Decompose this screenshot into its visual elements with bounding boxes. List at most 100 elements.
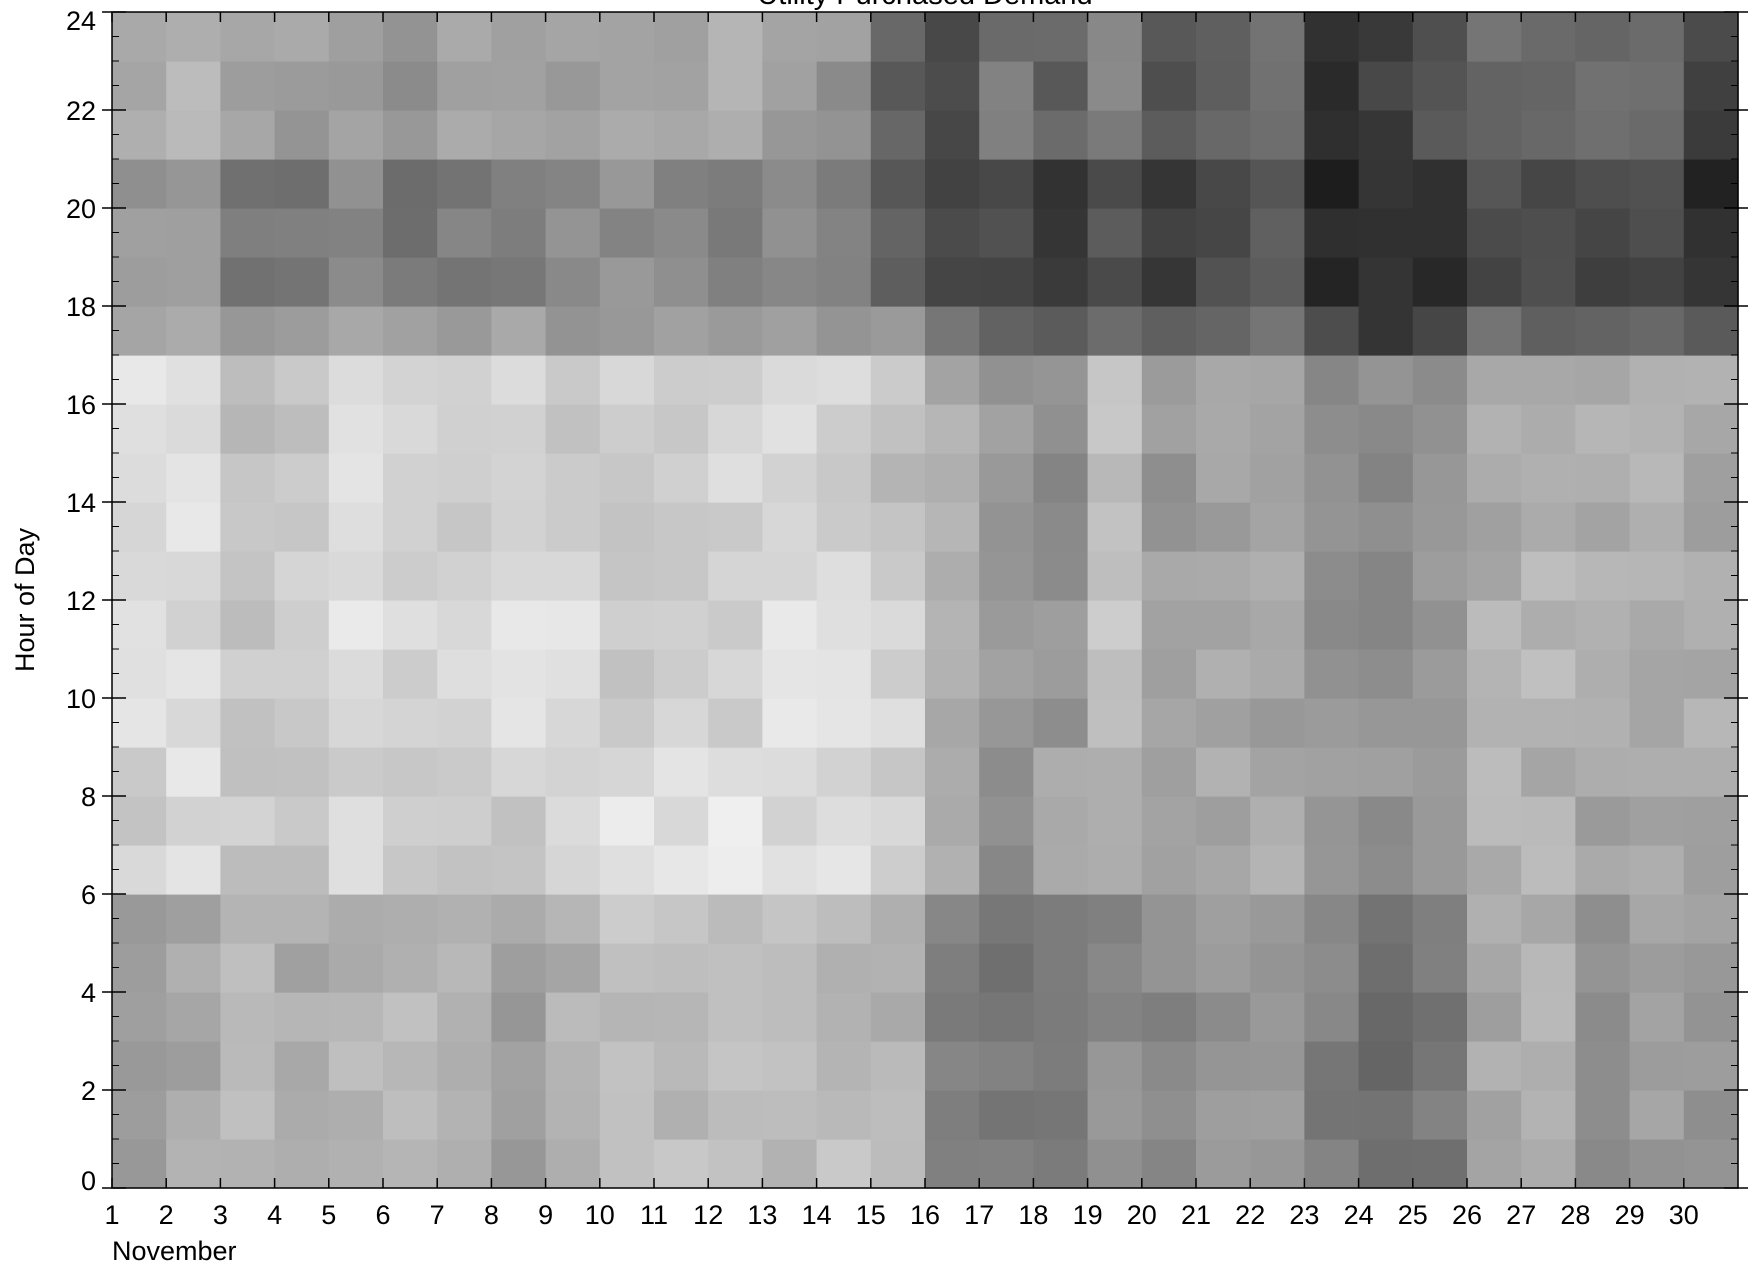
heatmap-cell (274, 894, 330, 944)
heatmap-cell (1250, 404, 1305, 454)
heatmap-cell (816, 208, 872, 258)
heatmap-cell (545, 600, 601, 650)
heatmap-cell (979, 159, 1034, 209)
heatmap-cell (274, 698, 330, 748)
heatmap-cell (1683, 12, 1739, 62)
heatmap-cell (1575, 1041, 1631, 1091)
heatmap-cell (925, 943, 980, 993)
heatmap-cell (1250, 159, 1305, 209)
heatmap-cell (1304, 894, 1360, 944)
y-tick-label: 8 (81, 782, 96, 812)
heatmap-cell (1141, 355, 1197, 405)
heatmap-cell (1683, 502, 1739, 552)
heatmap-cell (1250, 649, 1305, 699)
heatmap-cell (1358, 1139, 1414, 1189)
heatmap-cell (708, 698, 763, 748)
heatmap-cell (1575, 698, 1631, 748)
heatmap-cell (1250, 257, 1305, 307)
heatmap-cell (220, 1090, 276, 1140)
heatmap-cell (1521, 747, 1576, 797)
heatmap-cell (1683, 208, 1739, 258)
heatmap-cell (437, 404, 492, 454)
heatmap-cell (383, 1139, 438, 1189)
heatmap-cell (1304, 600, 1360, 650)
y-tick-label: 2 (81, 1076, 96, 1106)
heatmap-cell (979, 110, 1034, 160)
heatmap-cell (491, 1139, 547, 1189)
heatmap-cell (1629, 61, 1685, 111)
heatmap-cell (328, 1041, 384, 1091)
heatmap-cell (599, 796, 655, 846)
heatmap-cell (437, 1041, 492, 1091)
heatmap-cell (274, 306, 330, 356)
heatmap-cell (870, 943, 926, 993)
heatmap-cell (1629, 845, 1685, 895)
heatmap-cell (599, 355, 655, 405)
heatmap-cell (1683, 110, 1739, 160)
heatmap-cell (1412, 698, 1468, 748)
heatmap-cell (599, 1041, 655, 1091)
heatmap-cell (1683, 306, 1739, 356)
y-tick-label: 10 (66, 684, 96, 714)
heatmap-cell (1087, 306, 1143, 356)
heatmap-cell (1467, 845, 1522, 895)
x-tick-label: 10 (585, 1200, 615, 1230)
heatmap-cell (328, 306, 384, 356)
heatmap-cell (1358, 1090, 1414, 1140)
heatmap-cell (1467, 355, 1522, 405)
heatmap-cell (1196, 159, 1251, 209)
heatmap-cell (762, 1139, 818, 1189)
heatmap-cell (1250, 1041, 1305, 1091)
heatmap-cell (762, 845, 818, 895)
heatmap-cell (925, 845, 980, 895)
heatmap-cell (708, 110, 763, 160)
heatmap-cell (166, 649, 221, 699)
heatmap-cell (274, 551, 330, 601)
heatmap-cell (1304, 747, 1360, 797)
heatmap-cell (708, 61, 763, 111)
heatmap-cell (816, 61, 872, 111)
heatmap-cell (1304, 1139, 1360, 1189)
heatmap-cell (870, 355, 926, 405)
heatmap-cell (1196, 649, 1251, 699)
heatmap-cell (1629, 698, 1685, 748)
heatmap-cell (491, 796, 547, 846)
heatmap-cell (437, 306, 492, 356)
heatmap-cell (1087, 453, 1143, 503)
heatmap-cell (1250, 1090, 1305, 1140)
heatmap-cell (1304, 796, 1360, 846)
heatmap-cell (166, 306, 221, 356)
heatmap-cell (979, 208, 1034, 258)
heatmap-cell (545, 502, 601, 552)
heatmap-cell (545, 355, 601, 405)
heatmap-cell (437, 61, 492, 111)
heatmap-cell (1412, 796, 1468, 846)
heatmap-cell (1575, 943, 1631, 993)
heatmap-cell (1358, 110, 1414, 160)
heatmap-cell (1629, 159, 1685, 209)
heatmap-cell (112, 698, 167, 748)
heatmap-cell (274, 110, 330, 160)
heatmap-cell (383, 1090, 438, 1140)
heatmap-cell (1087, 943, 1143, 993)
heatmap-cell (925, 110, 980, 160)
heatmap-cell (1467, 12, 1522, 62)
heatmap-cell (274, 208, 330, 258)
x-tick-label: 24 (1344, 1200, 1374, 1230)
heatmap-cell (1141, 61, 1197, 111)
heatmap-cell (762, 747, 818, 797)
heatmap-cell (220, 502, 276, 552)
heatmap-cell (1250, 208, 1305, 258)
heatmap-cell (1033, 1139, 1089, 1189)
x-tick-label: 3 (213, 1200, 228, 1230)
heatmap-cell (1629, 1090, 1685, 1140)
heatmap-cell (274, 600, 330, 650)
heatmap-cell (383, 943, 438, 993)
heatmap-cell (599, 845, 655, 895)
heatmap-cell (1358, 355, 1414, 405)
heatmap-cell (1087, 1090, 1143, 1140)
heatmap-cell (1467, 110, 1522, 160)
heatmap-cell (220, 355, 276, 405)
